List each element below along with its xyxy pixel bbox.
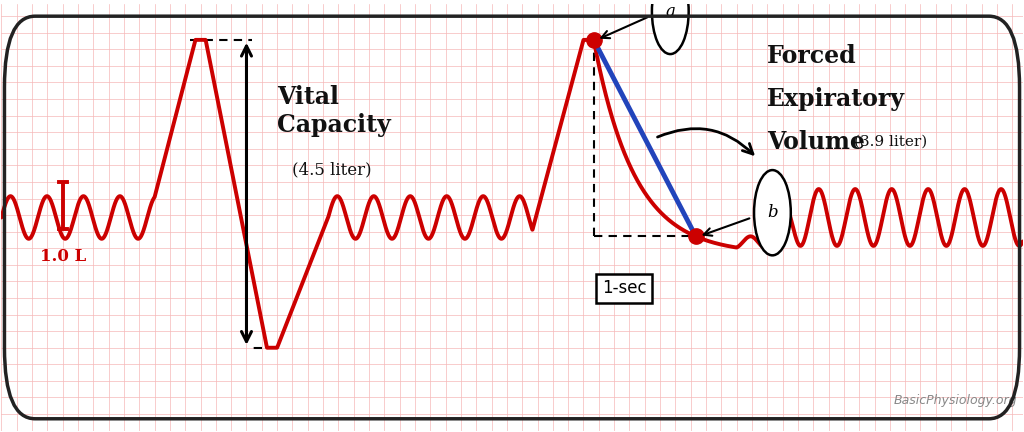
Text: Vital
Capacity: Vital Capacity [278, 85, 391, 137]
Text: 1-sec: 1-sec [602, 280, 646, 298]
Text: (3.9 liter): (3.9 liter) [854, 135, 928, 149]
Text: (4.5 liter): (4.5 liter) [293, 162, 372, 178]
Text: a: a [666, 3, 675, 20]
Text: Volume: Volume [767, 130, 865, 154]
Text: Forced: Forced [767, 44, 857, 68]
Text: 1.0 L: 1.0 L [40, 248, 86, 265]
Text: BasicPhysiology.org: BasicPhysiology.org [894, 394, 1018, 407]
Circle shape [652, 0, 689, 54]
Text: b: b [767, 204, 777, 221]
Circle shape [754, 170, 791, 255]
Text: Expiratory: Expiratory [767, 87, 905, 111]
